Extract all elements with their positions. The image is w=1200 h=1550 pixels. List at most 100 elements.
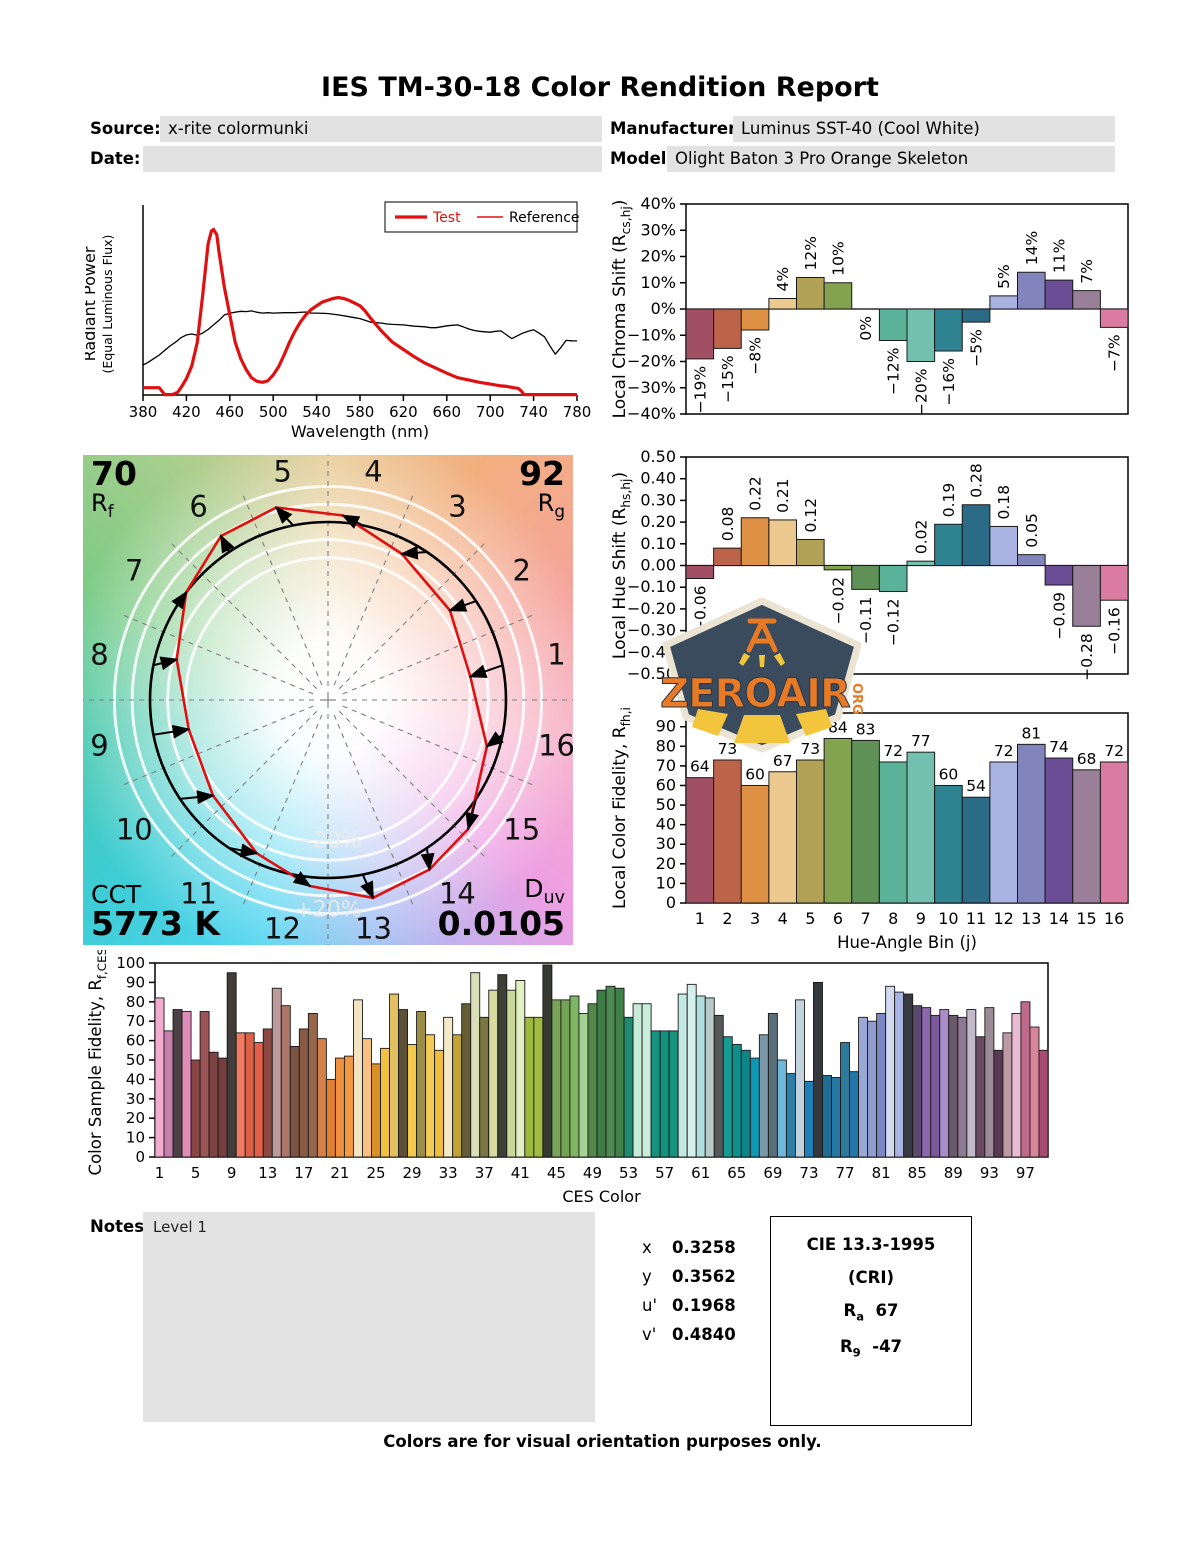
cri-title: CIE 13.3-1995 bbox=[806, 1235, 936, 1254]
svg-text:13: 13 bbox=[355, 912, 392, 945]
svg-text:5%: 5% bbox=[995, 264, 1013, 289]
color-vector-graphic: −20% +20% 1 2 3 4 5 6 7 8 9 10 11 12 13 14 15 16 70 Rf 92… bbox=[83, 455, 573, 945]
cri-subtitle: (CRI) bbox=[847, 1268, 895, 1287]
svg-text:0.19: 0.19 bbox=[940, 483, 958, 518]
svg-text:740: 740 bbox=[519, 403, 548, 421]
chromaticity-row-y: y 0.3562 bbox=[642, 1267, 736, 1286]
svg-text:50: 50 bbox=[656, 795, 676, 814]
svg-text:Local Hue Shift (Rhs,hj): Local Hue Shift (Rhs,hj) bbox=[610, 472, 633, 659]
svg-text:8: 8 bbox=[90, 638, 108, 672]
svg-text:89: 89 bbox=[944, 1164, 963, 1182]
svg-text:−0.02: −0.02 bbox=[829, 577, 847, 625]
chromaticity-row-x: x 0.3258 bbox=[642, 1238, 736, 1257]
source-label: Source: bbox=[90, 119, 161, 138]
rg-value: 92 bbox=[519, 454, 565, 493]
svg-text:60: 60 bbox=[745, 765, 765, 783]
svg-text:20%: 20% bbox=[640, 247, 676, 266]
svg-text:72: 72 bbox=[994, 742, 1014, 760]
svg-text:40: 40 bbox=[656, 815, 676, 834]
svg-text:70: 70 bbox=[126, 1012, 145, 1030]
svg-text:40: 40 bbox=[126, 1070, 145, 1088]
svg-text:−0.20: −0.20 bbox=[627, 599, 676, 618]
svg-text:3: 3 bbox=[448, 489, 466, 523]
svg-text:17: 17 bbox=[294, 1164, 313, 1182]
duv-value: 0.0105 bbox=[437, 904, 565, 944]
manufacturer-label: Manufacturer: bbox=[610, 119, 743, 138]
svg-text:2: 2 bbox=[513, 554, 531, 588]
svg-text:14: 14 bbox=[1049, 909, 1069, 928]
svg-text:−10%: −10% bbox=[627, 325, 676, 344]
svg-text:4: 4 bbox=[364, 455, 382, 488]
svg-text:90: 90 bbox=[656, 717, 676, 736]
svg-text:10: 10 bbox=[656, 873, 676, 892]
logo-org-text: ORG bbox=[849, 683, 864, 715]
svg-text:33: 33 bbox=[439, 1164, 458, 1182]
svg-text:−0.09: −0.09 bbox=[1050, 592, 1068, 640]
svg-text:660: 660 bbox=[432, 403, 461, 421]
svg-text:6: 6 bbox=[189, 489, 207, 523]
svg-text:100: 100 bbox=[116, 954, 145, 972]
svg-text:8: 8 bbox=[888, 909, 898, 928]
page-title: IES TM-30-18 Color Rendition Report bbox=[321, 72, 879, 103]
svg-text:−7%: −7% bbox=[1106, 334, 1124, 372]
svg-text:5: 5 bbox=[191, 1164, 201, 1182]
cri-r9: R9 -47 bbox=[839, 1337, 903, 1360]
svg-text:−20%: −20% bbox=[294, 829, 361, 854]
svg-text:−16%: −16% bbox=[940, 358, 958, 405]
local-hue-shift-chart: 0.500.400.300.200.100.00−0.10−0.20−0.30−… bbox=[610, 447, 1129, 683]
svg-text:40%: 40% bbox=[640, 194, 676, 213]
svg-text:540: 540 bbox=[302, 403, 331, 421]
svg-text:73: 73 bbox=[800, 740, 820, 758]
svg-text:9: 9 bbox=[90, 728, 108, 762]
rg-block: 92 Rg bbox=[519, 457, 565, 520]
svg-text:5: 5 bbox=[273, 455, 291, 488]
svg-text:0%: 0% bbox=[651, 299, 676, 318]
svg-text:−15%: −15% bbox=[719, 355, 737, 402]
svg-text:0.10: 0.10 bbox=[640, 534, 676, 553]
svg-text:15: 15 bbox=[503, 812, 540, 846]
svg-text:6: 6 bbox=[833, 909, 843, 928]
svg-text:−5%: −5% bbox=[968, 329, 986, 367]
svg-text:−0.28: −0.28 bbox=[1078, 633, 1096, 681]
svg-text:81: 81 bbox=[1021, 724, 1041, 742]
footer-note: Colors are for visual orientation purpos… bbox=[383, 1432, 822, 1451]
cri-ra: Ra 67 bbox=[843, 1301, 899, 1324]
svg-text:+20%: +20% bbox=[294, 897, 361, 922]
svg-text:4: 4 bbox=[778, 909, 788, 928]
svg-text:12: 12 bbox=[264, 912, 301, 945]
svg-text:4%: 4% bbox=[774, 267, 792, 292]
svg-text:780: 780 bbox=[563, 403, 592, 421]
svg-text:CES Color: CES Color bbox=[562, 1187, 641, 1206]
svg-text:7: 7 bbox=[860, 909, 870, 928]
svg-text:81: 81 bbox=[872, 1164, 891, 1182]
svg-text:37: 37 bbox=[475, 1164, 494, 1182]
logo-runway-lights bbox=[692, 709, 832, 743]
svg-text:20: 20 bbox=[126, 1109, 145, 1127]
svg-text:14: 14 bbox=[439, 877, 476, 911]
svg-text:67: 67 bbox=[773, 752, 793, 770]
svg-text:−40%: −40% bbox=[627, 404, 676, 423]
svg-text:14%: 14% bbox=[1023, 231, 1041, 265]
svg-text:20: 20 bbox=[656, 854, 676, 873]
svg-text:50: 50 bbox=[126, 1051, 145, 1069]
date-label: Date: bbox=[90, 149, 141, 168]
svg-text:57: 57 bbox=[655, 1164, 674, 1182]
zeroair-logo: ZEROAIR ORG bbox=[660, 597, 864, 753]
svg-text:30%: 30% bbox=[640, 220, 676, 239]
svg-text:580: 580 bbox=[346, 403, 375, 421]
svg-text:10: 10 bbox=[126, 1129, 145, 1147]
svg-text:13: 13 bbox=[1021, 909, 1041, 928]
svg-text:68: 68 bbox=[1077, 750, 1097, 768]
duv-block: Duv 0.0105 bbox=[437, 875, 565, 944]
svg-text:60: 60 bbox=[939, 765, 959, 783]
svg-text:Color Sample Fidelity, Rf,CESi: Color Sample Fidelity, Rf,CESi bbox=[86, 950, 109, 1175]
svg-text:0.50: 0.50 bbox=[640, 447, 676, 466]
svg-text:0.02: 0.02 bbox=[912, 520, 930, 555]
svg-text:73: 73 bbox=[799, 1164, 818, 1182]
svg-text:2: 2 bbox=[722, 909, 732, 928]
manufacturer-value: Luminus SST-40 (Cool White) bbox=[733, 116, 1115, 142]
svg-text:−0.10: −0.10 bbox=[627, 577, 676, 596]
svg-text:−0.06: −0.06 bbox=[691, 586, 709, 634]
svg-text:30: 30 bbox=[656, 834, 676, 853]
